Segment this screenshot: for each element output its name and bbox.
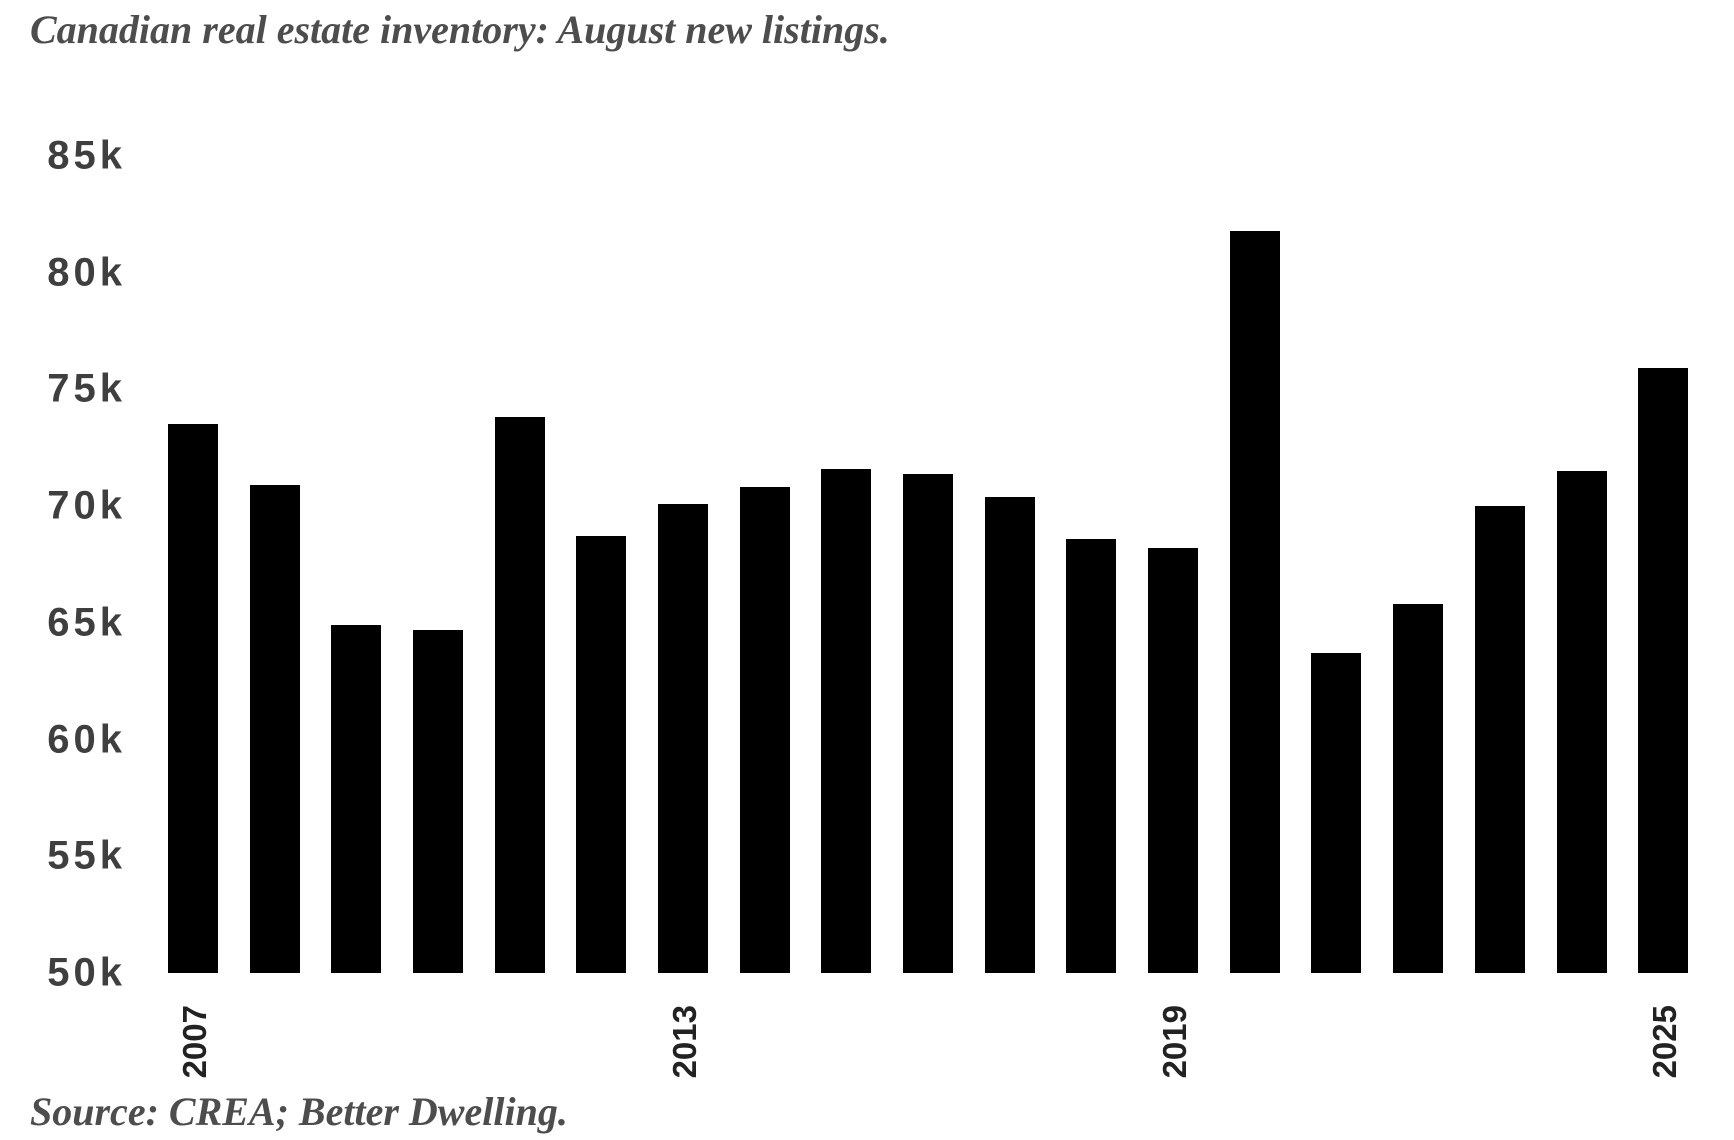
y-tick-60k: 60k (47, 717, 126, 762)
bar-slot-2007 (152, 156, 234, 973)
bar-slot-2012 (560, 156, 642, 973)
bar-2016 (903, 473, 954, 973)
y-tick-50k: 50k (47, 950, 126, 995)
y-tick-85k: 85k (47, 133, 126, 178)
bar-slot-2015 (806, 156, 888, 973)
y-tick-55k: 55k (47, 833, 126, 878)
y-tick-70k: 70k (47, 483, 126, 528)
bar-2023 (1474, 506, 1525, 973)
x-tick-2019: 2019 (1156, 1005, 1194, 1079)
bar-2020 (1229, 230, 1280, 973)
bar-2018 (1066, 538, 1117, 973)
x-axis: 2007 2013 2019 2025 (152, 1005, 1704, 1095)
bar-slot-2020 (1214, 156, 1296, 973)
chart-title: Canadian real estate inventory: August n… (30, 7, 890, 52)
y-axis: 85k 80k 75k 70k 65k 60k 55k 50k (0, 134, 126, 995)
bar-2025 (1638, 368, 1689, 973)
y-tick-80k: 80k (47, 250, 126, 295)
bar-slot-2014 (724, 156, 806, 973)
bar-2012 (576, 536, 627, 973)
bar-2007 (167, 424, 218, 973)
bar-2017 (984, 496, 1035, 973)
plot-area (152, 156, 1704, 973)
bar-2024 (1556, 471, 1607, 973)
y-tick-75k: 75k (47, 366, 126, 411)
bar-2011 (494, 417, 545, 973)
bar-slot-2013 (642, 156, 724, 973)
bar-2015 (821, 468, 872, 973)
bar-2019 (1148, 548, 1199, 973)
bar-slot-2024 (1541, 156, 1623, 973)
bar-slot-2011 (479, 156, 561, 973)
source-note: Source: CREA; Better Dwelling. (30, 1089, 568, 1134)
bar-2021 (1311, 653, 1362, 973)
y-tick-65k: 65k (47, 600, 126, 645)
bar-slot-2009 (315, 156, 397, 973)
bar-2022 (1393, 604, 1444, 973)
bar-2009 (331, 625, 382, 973)
bar-slot-2016 (887, 156, 969, 973)
bar-slot-2008 (234, 156, 316, 973)
bar-2014 (739, 487, 790, 973)
bar-slot-2019 (1132, 156, 1214, 973)
bar-2010 (412, 629, 463, 973)
bar-slot-2023 (1459, 156, 1541, 973)
bar-slot-2025 (1622, 156, 1704, 973)
bar-slot-2010 (397, 156, 479, 973)
bar-2013 (657, 503, 708, 973)
x-tick-2013: 2013 (665, 1005, 703, 1079)
bar-2008 (249, 485, 300, 973)
bar-slot-2022 (1377, 156, 1459, 973)
bar-slot-2018 (1051, 156, 1133, 973)
x-tick-2025: 2025 (1646, 1005, 1684, 1079)
bar-slot-2021 (1296, 156, 1378, 973)
x-tick-2007: 2007 (175, 1005, 213, 1079)
bar-slot-2017 (969, 156, 1051, 973)
